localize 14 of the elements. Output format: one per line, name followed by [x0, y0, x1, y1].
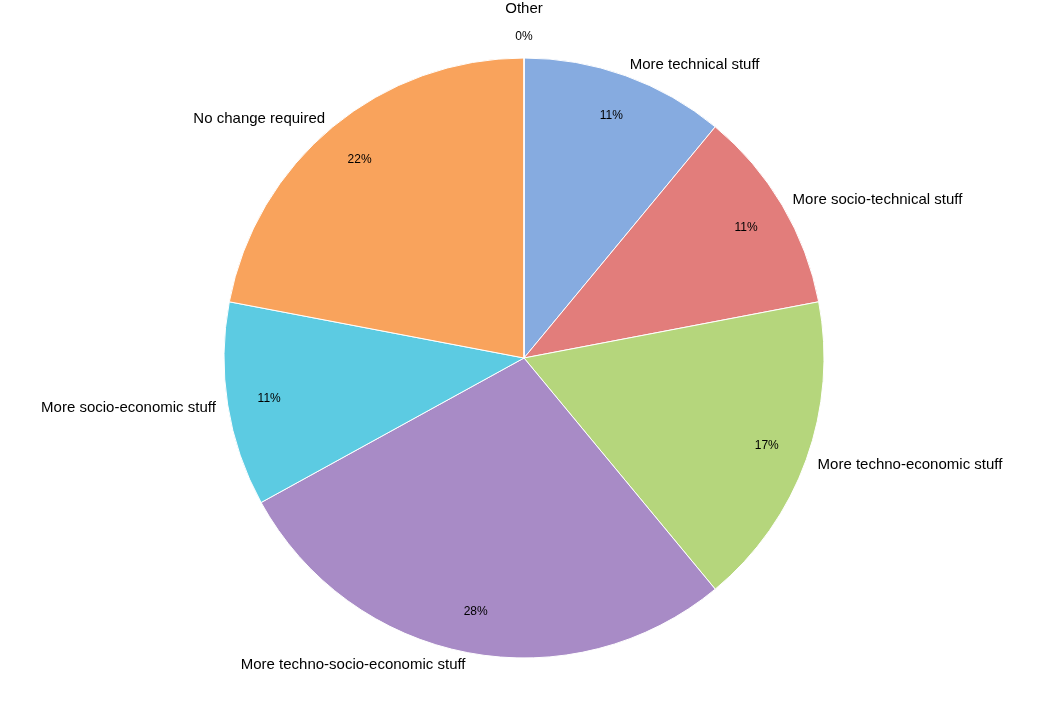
slice-label: More socio-technical stuff: [792, 190, 964, 208]
data-label: 11%: [599, 108, 624, 123]
data-label: 17%: [754, 438, 780, 453]
data-label: 11%: [734, 219, 758, 234]
text: 0%: [515, 29, 533, 43]
slice-label: More techno-socio-economic stuff: [240, 655, 467, 673]
data-label: 11%: [257, 391, 282, 406]
data-label: 22%: [347, 152, 372, 167]
slice-label: No change required: [193, 108, 326, 126]
slice-label: More technical stuff: [629, 55, 761, 73]
data-label: 28%: [463, 604, 488, 619]
slice-label: More techno-economic stuff: [817, 454, 1004, 472]
slice-label: More socio-economic stuff: [41, 397, 217, 415]
category-label: Other: [505, 0, 543, 16]
